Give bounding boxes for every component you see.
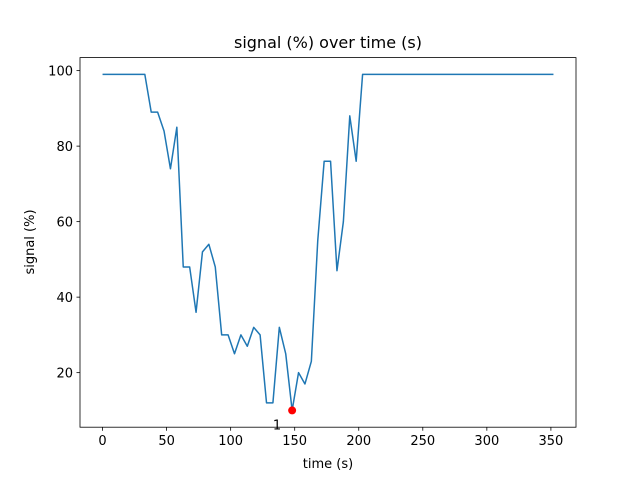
y-tick-label: 40 (56, 291, 73, 306)
y-tick-label: 80 (56, 140, 73, 155)
highlight-marker (288, 406, 297, 415)
y-tick-label: 100 (48, 65, 73, 80)
x-tick-label: 250 (410, 434, 435, 449)
x-tick-label: 150 (282, 434, 307, 449)
data-line (102, 73, 554, 412)
y-tick-label: 60 (56, 216, 73, 231)
x-tick-label: 350 (538, 434, 563, 449)
y-axis-label: signal (%) (23, 209, 38, 274)
chart-title: signal (%) over time (s) (234, 33, 422, 52)
y-tick-label: 20 (56, 367, 73, 382)
highlight-label: 1 (273, 418, 281, 433)
x-tick-label: 50 (158, 434, 175, 449)
x-tick-label: 100 (218, 434, 243, 449)
x-axis-label: time (s) (303, 457, 353, 472)
plot-frame (79, 57, 577, 428)
x-tick-label: 200 (346, 434, 371, 449)
x-tick-label: 300 (474, 434, 499, 449)
x-tick-label: 0 (98, 434, 106, 449)
